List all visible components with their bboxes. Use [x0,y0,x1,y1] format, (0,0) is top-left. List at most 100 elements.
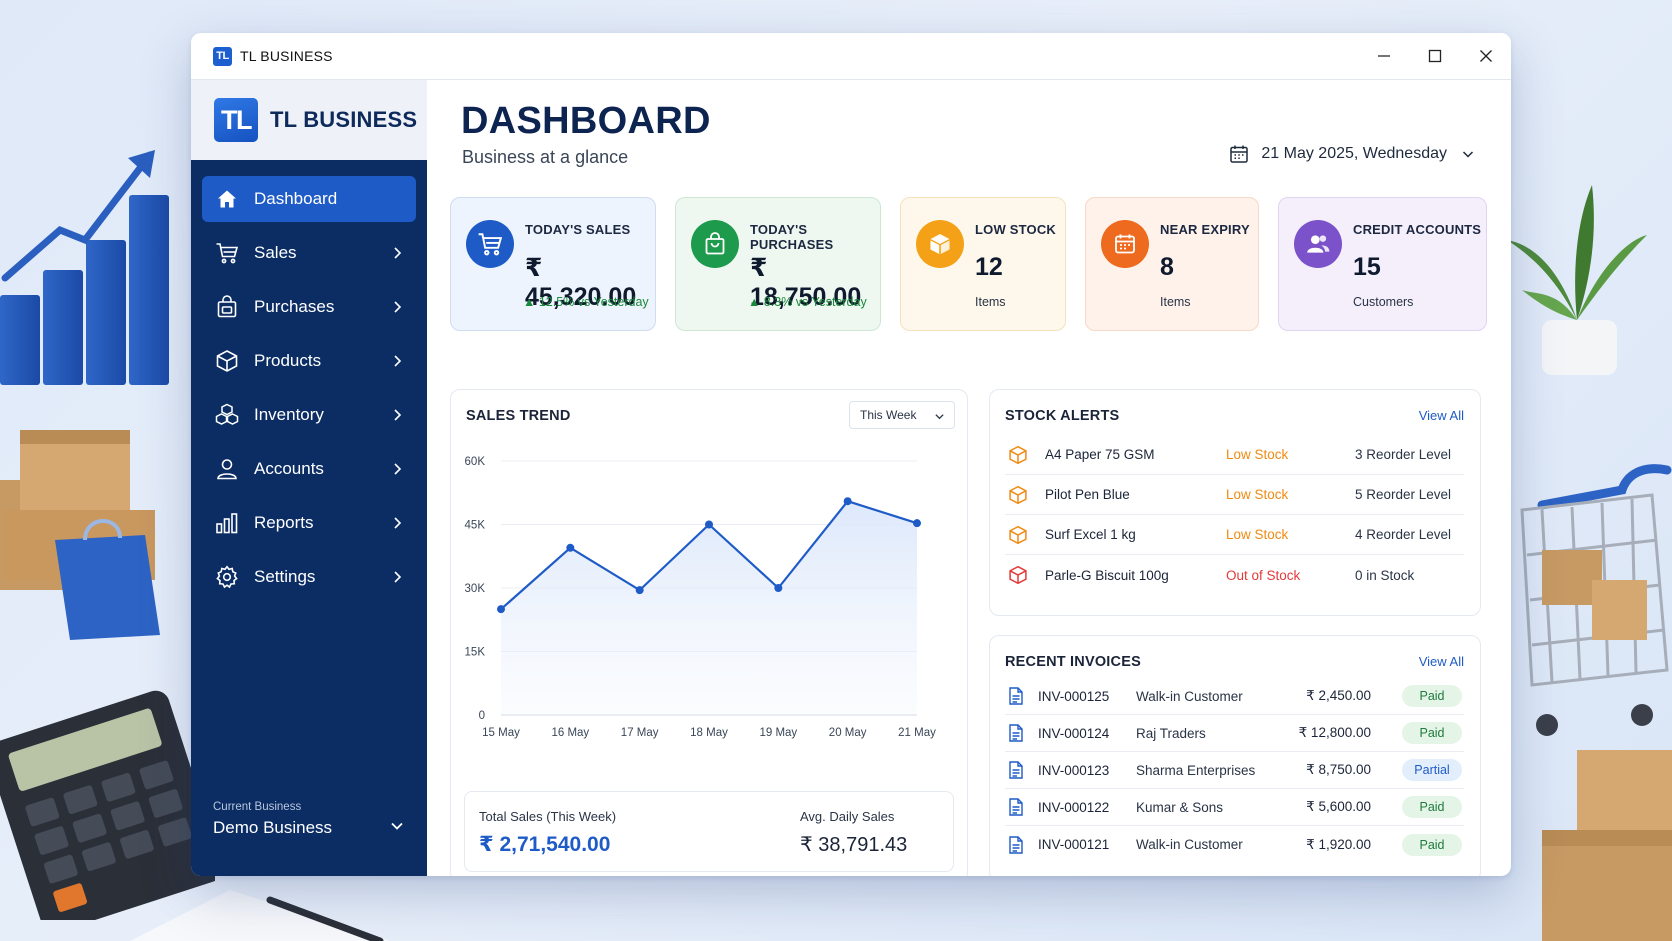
sidebar-item-accounts[interactable]: Accounts [202,446,416,492]
box-outline-icon [1008,485,1030,505]
stock-alerts-panel: STOCK ALERTS View All A4 Paper 75 GSM Lo… [989,389,1481,616]
status-badge: Paid [1402,722,1462,744]
stock-item-name: Pilot Pen Blue [1045,487,1130,502]
card-near-expiry[interactable]: NEAR EXPIRY 8 Items [1085,197,1259,331]
calendar-icon [1230,145,1249,163]
maximize-button[interactable] [1409,33,1460,79]
chevron-down-icon [1462,151,1474,158]
status-badge: Paid [1402,796,1462,818]
calculator-decoration [0,690,215,920]
invoice-amount: ₹ 5,600.00 [1306,799,1371,814]
sidebar-item-settings[interactable]: Settings [202,554,416,600]
chevron-right-icon [394,247,402,259]
brand-name: TL BUSINESS [270,107,418,132]
app-logo-icon: TL [213,46,232,66]
sidebar-item-inventory[interactable]: Inventory [202,392,416,438]
sidebar-item-reports[interactable]: Reports [202,500,416,546]
card-value: 15 [1353,253,1381,281]
range-select[interactable]: This Week [849,401,955,429]
avg-sales-value: ₹ 38,791.43 [800,834,908,856]
sidebar-item-label: Reports [254,513,314,532]
invoices-view-all-link[interactable]: View All [1418,654,1464,669]
users-icon [1294,220,1342,268]
x-tick-label: 21 May [898,727,936,739]
sidebar-item-label: Accounts [254,459,324,478]
stock-row[interactable]: Pilot Pen Blue Low Stock 5 Reorder Level [1005,475,1464,515]
status-badge: Paid [1402,685,1462,707]
card-value: 8 [1160,253,1174,281]
invoice-row[interactable]: INV-000125 Walk-in Customer ₹ 2,450.00 P… [1005,678,1464,715]
boxes-right-decoration [1542,750,1672,941]
invoice-row[interactable]: INV-000121 Walk-in Customer ₹ 1,920.00 P… [1005,826,1464,863]
data-point [705,520,713,529]
cart-decoration [1520,464,1672,736]
invoice-row[interactable]: INV-000124 Raj Traders ₹ 12,800.00 Paid [1005,715,1464,752]
card-sub: Items [1160,295,1191,309]
invoice-number: INV-000122 [1038,799,1110,815]
sidebar-item-products[interactable]: Products [202,338,416,384]
stock-level: 5 Reorder Level [1355,487,1452,502]
purchase-bag-icon [214,294,240,320]
sidebar-item-dashboard[interactable]: Dashboard [202,176,416,222]
chevron-right-icon [394,571,402,583]
chevron-right-icon [394,463,402,475]
chevron-right-icon [394,517,402,529]
y-tick-label: 15K [465,647,486,659]
box-icon [214,348,240,374]
data-point [497,605,505,614]
stock-level: 0 in Stock [1355,567,1415,583]
boxes-icon [214,402,240,428]
x-tick-label: 16 May [551,727,589,739]
close-button[interactable] [1460,33,1511,79]
brand-logo: TL [214,98,258,142]
stock-view-all-link[interactable]: View All [1418,408,1464,423]
stock-status: Low Stock [1226,447,1289,462]
sales-area [501,501,917,715]
y-tick-label: 0 [479,710,485,722]
x-tick-label: 18 May [690,727,728,739]
business-switcher[interactable]: Current Business Demo Business [213,801,405,838]
invoice-number: INV-000124 [1038,725,1110,741]
chevron-right-icon [394,355,402,367]
sidebar-item-sales[interactable]: Sales [202,230,416,276]
window-title: TL BUSINESS [240,48,333,64]
business-name: Demo Business [213,818,333,837]
recent-invoices-panel: RECENT INVOICES View All INV-000125 Walk… [989,635,1481,876]
plant-decoration [1507,185,1647,375]
card-low-stock[interactable]: LOW STOCK 12 Items [900,197,1066,331]
sidebar: TL TL BUSINESS Dashboard Sales [191,80,427,876]
box-icon [916,220,964,268]
boxes-bag-decoration [0,430,160,640]
card-credit-accounts[interactable]: CREDIT ACCOUNTS 15 Customers [1278,197,1487,331]
invoice-amount: ₹ 1,920.00 [1306,836,1371,852]
document-icon [1008,724,1024,742]
stock-row[interactable]: A4 Paper 75 GSM Low Stock 3 Reorder Leve… [1005,435,1464,475]
data-point [566,543,575,552]
date-picker[interactable]: 21 May 2025, Wednesday [1229,144,1475,164]
app-window: TL TL BUSINESS TL TL BUSINESS Dashbo [191,33,1511,876]
invoice-customer: Kumar & Sons [1136,799,1224,815]
card-sub: Customers [1353,295,1414,309]
stock-row[interactable]: Surf Excel 1 kg Low Stock 4 Reorder Leve… [1005,515,1464,555]
title-bar: TL TL BUSINESS [191,33,1511,80]
invoice-row[interactable]: INV-000122 Kumar & Sons ₹ 5,600.00 Paid [1005,789,1464,826]
data-point [913,519,921,528]
total-sales-value: ₹ 2,71,540.00 [479,833,611,856]
invoice-customer: Raj Traders [1136,725,1206,741]
card-trend: ▲ 8.3% vs Yesterday [748,295,867,309]
stock-item-name: Parle-G Biscuit 100g [1045,567,1169,583]
chevron-down-icon [391,822,403,830]
card-value: 12 [975,253,1003,281]
card-todays-sales[interactable]: TODAY'S SALES ₹ 45,320.00 ▲ 12.5% vs Yes… [450,197,656,331]
close-icon [1479,50,1492,62]
sidebar-brand: TL TL BUSINESS [191,80,427,160]
card-todays-purchases[interactable]: TODAY'S PURCHASES ₹ 18,750.00 ▲ 8.3% vs … [675,197,881,331]
card-label: CREDIT ACCOUNTS [1353,222,1482,237]
stock-item-name: A4 Paper 75 GSM [1045,447,1155,462]
status-badge: Partial [1402,759,1462,781]
sidebar-item-purchases[interactable]: Purchases [202,284,416,330]
box-outline-icon [1008,565,1030,585]
invoice-row[interactable]: INV-000123 Sharma Enterprises ₹ 8,750.00… [1005,752,1464,789]
stock-row[interactable]: Parle-G Biscuit 100g Out of Stock 0 in S… [1005,555,1464,595]
minimize-button[interactable] [1358,33,1409,79]
